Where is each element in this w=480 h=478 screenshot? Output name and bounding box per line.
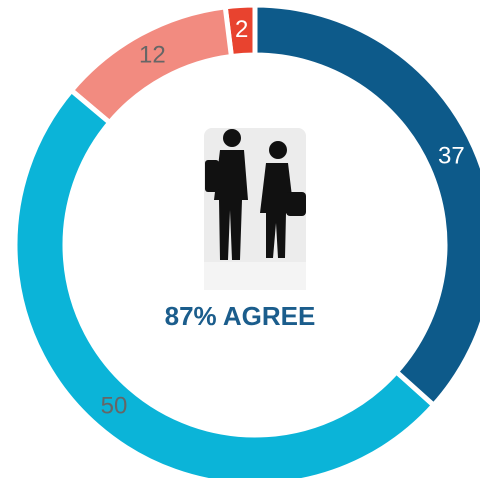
data-label: 37: [438, 143, 465, 170]
donut-segment: [252, 2, 480, 409]
donut-segment: [12, 86, 438, 478]
people-icon: [204, 128, 306, 290]
data-label: 50: [101, 393, 128, 420]
center-text: 87% AGREE: [165, 301, 316, 331]
data-label: 12: [139, 41, 166, 68]
donut-segment: [67, 4, 235, 127]
data-label: 2: [235, 16, 248, 43]
